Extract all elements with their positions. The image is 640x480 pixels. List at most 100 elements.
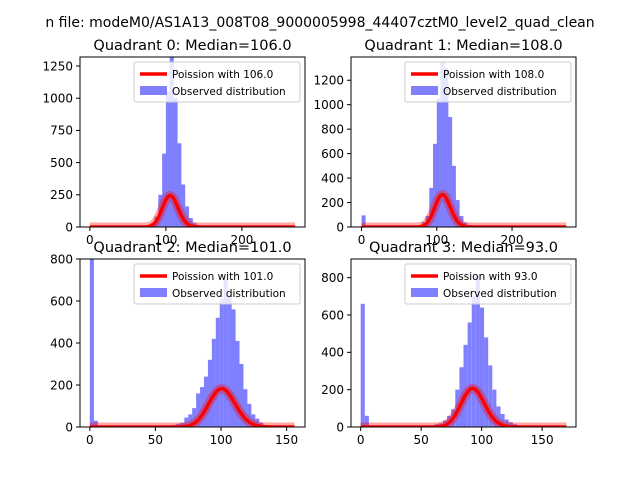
histogram-bar — [173, 98, 178, 227]
x-tick-label: 100 — [425, 233, 448, 247]
subplot-2: Quadrant 2: Median=101.0 0 50 100 150 0 200 400… — [50, 240, 306, 447]
subplot-grid: Quadrant 0: Median=106.0 0 100 200 0 250 500 75… — [42, 38, 577, 447]
x-tick-label: 0 — [86, 233, 94, 247]
legend-label-poisson: Poission with 101.0 — [172, 271, 273, 283]
histogram-bar — [93, 420, 98, 427]
y-tick-label: 400 — [321, 171, 344, 185]
legend: Poission with 108.0 Observed distribution — [404, 61, 572, 103]
subplot-0: Quadrant 0: Median=106.0 0 100 200 0 250 500 75… — [42, 38, 306, 247]
y-tick-label: 800 — [321, 122, 344, 136]
subplot-title: Quadrant 3: Median=93.0 — [369, 240, 558, 256]
x-tick-label: 100 — [154, 233, 177, 247]
y-tick-label: 0 — [65, 220, 73, 234]
histogram-bar — [508, 422, 513, 427]
x-tick-label: 0 — [86, 433, 94, 447]
x-tick-label: 150 — [275, 433, 298, 447]
y-tick-label: 400 — [321, 346, 344, 360]
x-tick-label: 100 — [470, 433, 493, 447]
axes-frame — [350, 258, 577, 428]
histogram-bar — [251, 414, 256, 427]
y-tick-label: 750 — [50, 124, 73, 138]
y-tick-label: 0 — [65, 420, 73, 434]
poisson-line — [360, 192, 568, 227]
legend-label-observed: Observed distribution — [172, 288, 286, 300]
subplot-title: Quadrant 0: Median=106.0 — [93, 38, 291, 54]
y-tick-label: 0 — [336, 420, 344, 434]
axes-frame — [79, 56, 306, 228]
histogram-bar — [440, 61, 445, 227]
x-tick-label: 0 — [358, 233, 366, 247]
legend-label-observed: Observed distribution — [443, 86, 557, 98]
histogram-bar — [227, 296, 232, 427]
poisson-glow-line — [86, 384, 298, 427]
histogram-bar — [433, 143, 438, 227]
histogram-bar — [436, 98, 441, 227]
legend-label-poisson: Poission with 93.0 — [443, 271, 538, 283]
histogram-bar — [177, 143, 182, 227]
histogram-bar — [444, 68, 449, 227]
y-tick-label: 800 — [50, 252, 73, 266]
histogram-bar — [448, 116, 453, 227]
x-tick-label: 0 — [357, 433, 365, 447]
histogram-bar — [429, 187, 434, 227]
histogram-bar — [215, 317, 220, 427]
subplot-1: Quadrant 1: Median=108.0 0 100 200 0 200 400 60… — [313, 38, 577, 247]
histogram-bar — [459, 367, 464, 427]
x-tick-label: 200 — [501, 233, 524, 247]
legend: Poission with 106.0 Observed distribution — [133, 61, 301, 103]
histogram-bar — [471, 296, 476, 427]
y-tick-label: 1000 — [42, 92, 73, 106]
histogram-bar — [207, 359, 212, 427]
axes-frame — [350, 56, 577, 228]
legend-box — [133, 61, 301, 103]
poisson-line — [360, 386, 567, 427]
plot-area — [86, 259, 298, 427]
subplot-title: Quadrant 1: Median=108.0 — [364, 38, 562, 54]
poisson-line — [89, 386, 295, 427]
legend: Poission with 93.0 Observed distribution — [404, 263, 572, 305]
histogram-bar — [235, 340, 240, 427]
y-tick-label: 600 — [50, 294, 73, 308]
histogram-bar — [361, 215, 366, 227]
histogram-bar — [184, 206, 190, 227]
x-tick-label: 100 — [210, 433, 233, 447]
y-tick-label: 500 — [50, 156, 73, 170]
histogram-bar — [255, 418, 260, 427]
y-tick-label: 800 — [321, 271, 344, 285]
legend-hist-swatch — [411, 288, 438, 297]
plot-area — [357, 275, 570, 427]
histogram-bar — [451, 165, 456, 227]
histogram-bar — [188, 414, 193, 427]
histogram-bar — [467, 322, 472, 427]
y-tick-label: 0 — [336, 220, 344, 234]
y-tick-label: 1200 — [313, 74, 344, 88]
legend-box — [404, 263, 572, 305]
histogram-bar — [479, 307, 485, 427]
poisson-glow-line — [357, 190, 570, 227]
histogram-bar — [219, 298, 224, 427]
legend-label-observed: Observed distribution — [443, 288, 557, 300]
histogram-bar — [200, 387, 205, 427]
histogram-bar — [459, 215, 464, 227]
y-tick-label: 200 — [50, 378, 73, 392]
histogram-bar — [364, 415, 369, 427]
histogram-bar — [211, 338, 216, 427]
x-tick-label: 200 — [230, 233, 253, 247]
histogram-bar — [455, 200, 460, 227]
histogram-bar — [360, 303, 365, 427]
histogram-bar — [196, 393, 201, 427]
histogram-bar — [504, 419, 509, 427]
histogram-bar — [239, 364, 244, 427]
plot-area — [357, 61, 570, 227]
histogram-bar — [165, 91, 170, 227]
histogram-bar — [192, 408, 197, 427]
legend-hist-swatch — [140, 86, 167, 95]
poisson-line — [88, 193, 297, 227]
y-tick-label: 600 — [321, 308, 344, 322]
legend-hist-swatch — [140, 288, 167, 297]
y-tick-label: 250 — [50, 188, 73, 202]
y-tick-label: 1000 — [313, 98, 344, 112]
histogram-bar — [247, 403, 252, 427]
histogram-bar — [188, 217, 193, 227]
